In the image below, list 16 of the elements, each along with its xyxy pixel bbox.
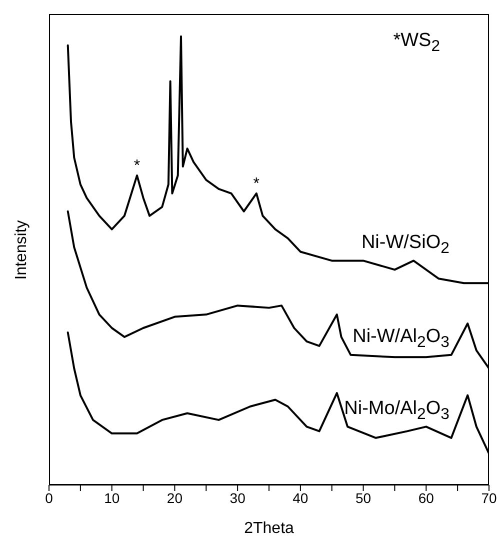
annotation: * bbox=[253, 175, 260, 192]
x-tick-label: 0 bbox=[45, 490, 54, 506]
annotation: *WS$_{2}$ bbox=[393, 30, 440, 57]
x-tick-label: 50 bbox=[355, 490, 372, 506]
series-label: Ni-W/Al$_{2}$O$_{3}$ bbox=[352, 326, 450, 353]
y-axis-title: Intensity bbox=[13, 220, 31, 280]
x-tick-label: 20 bbox=[166, 490, 183, 506]
annotation: * bbox=[134, 157, 140, 174]
x-tick-label: 70 bbox=[481, 490, 497, 506]
x-tick-label: 40 bbox=[292, 490, 308, 506]
series-label: Ni-Mo/Al$_{2}$O$_{3}$ bbox=[344, 398, 450, 424]
series-label: Ni-W/SiO$_{2}$ bbox=[361, 232, 450, 258]
x-tick-label: 10 bbox=[104, 490, 120, 506]
x-axis-title: 2Theta bbox=[244, 520, 294, 537]
x-tick-label: 30 bbox=[230, 490, 246, 506]
x-tick-label: 60 bbox=[418, 490, 434, 506]
